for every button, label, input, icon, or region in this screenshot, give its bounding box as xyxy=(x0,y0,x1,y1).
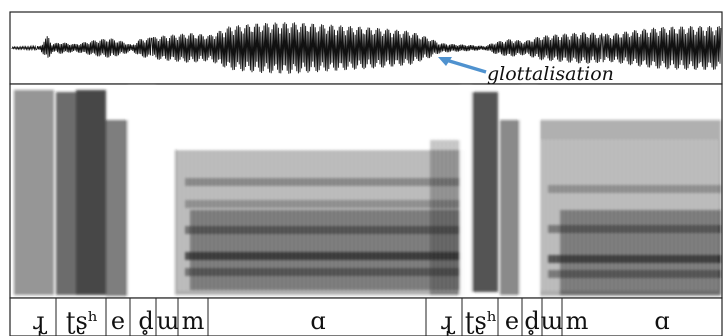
spectrogram-image xyxy=(14,86,721,296)
spectrogram-region-6 xyxy=(190,210,460,290)
waveform-trace xyxy=(11,22,722,74)
segment-label-3: e xyxy=(111,307,125,335)
waveform-path xyxy=(11,22,722,74)
spectrogram-region-4 xyxy=(106,120,128,296)
formant-band-3 xyxy=(185,226,460,234)
segment-label-9: ʈʂʰ xyxy=(465,307,497,335)
spectrogram-region-3 xyxy=(76,90,106,295)
formant-band-1 xyxy=(185,178,460,186)
formant-band-4 xyxy=(185,252,460,260)
formant-band-6 xyxy=(548,185,721,193)
segment-tier-frame xyxy=(9,297,723,336)
formant-band-2 xyxy=(185,200,460,208)
segment-label-12: ɯ xyxy=(541,307,564,335)
segment-label-4: d̥ xyxy=(138,307,153,336)
segment-boundaries xyxy=(55,298,563,336)
segment-label-1: ɻ̩ xyxy=(32,307,47,335)
segment-label-13: m xyxy=(566,307,589,335)
glottalisation-arrowhead xyxy=(438,57,452,66)
spectrogram-region-1 xyxy=(14,90,54,295)
segment-label-14: ɑ xyxy=(654,307,669,335)
formant-band-5 xyxy=(185,268,460,276)
silence-gap-3 xyxy=(520,86,538,296)
spectrogram-region-9 xyxy=(500,120,520,295)
segment-label-5: ɯ xyxy=(157,307,180,335)
segment-label-8: ɻ̩ xyxy=(440,307,455,335)
spectrogram-region-11 xyxy=(560,210,721,295)
silence-gap-2 xyxy=(460,86,472,296)
formant-band-9 xyxy=(548,270,721,278)
segment-label-2: ʈʂʰ xyxy=(66,307,98,335)
segment-tier: ɻ̩ ʈʂʰ e d̥ ɯ m ɑ ɻ̩ ʈʂʰ e d̥ ɯ m ɑ xyxy=(9,297,723,336)
waveform-panel: glottalisation xyxy=(9,11,723,85)
segment-label-11: d̥ xyxy=(524,307,539,336)
spectrogram-region-8 xyxy=(470,92,498,292)
spectrogram-panel xyxy=(9,83,723,299)
segment-label-7: ɑ xyxy=(310,307,325,335)
formant-band-7 xyxy=(548,225,721,233)
glottalisation-label: glottalisation xyxy=(487,63,614,85)
formant-band-8 xyxy=(548,255,721,263)
glottalisation-arrow xyxy=(445,58,487,74)
segment-label-10: e xyxy=(505,307,519,335)
spectrogram-region-2 xyxy=(56,92,76,295)
segment-label-6: m xyxy=(182,307,205,335)
silence-gap-1 xyxy=(128,86,156,296)
